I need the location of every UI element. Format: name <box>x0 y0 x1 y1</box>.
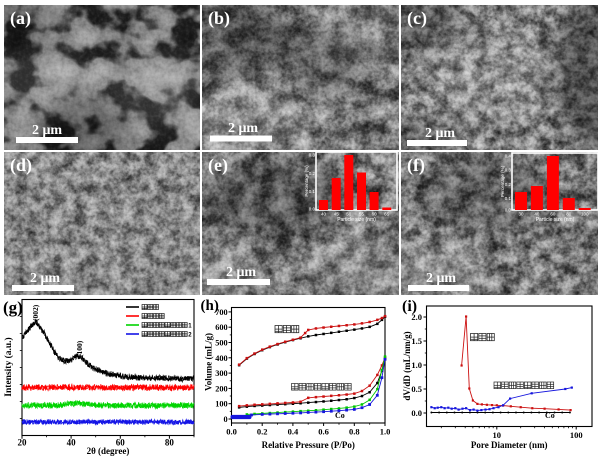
svg-text:100: 100 <box>215 400 227 409</box>
svg-text:40: 40 <box>67 438 77 448</box>
svg-text:0.4: 0.4 <box>505 153 512 158</box>
svg-text:0.3: 0.3 <box>309 152 316 157</box>
svg-text:Percentage (%): Percentage (%) <box>304 165 309 197</box>
svg-text:0.3: 0.3 <box>505 168 512 173</box>
svg-text:0.2: 0.2 <box>505 182 512 187</box>
svg-text:600: 600 <box>215 323 227 332</box>
svg-text:0.8: 0.8 <box>349 427 360 437</box>
svg-text:0.0: 0.0 <box>309 206 316 211</box>
svg-text:0.5: 0.5 <box>411 384 422 394</box>
svg-text:Co: Co <box>335 411 345 420</box>
svg-text:(h): (h) <box>201 298 219 314</box>
svg-text:Particle size (nm): Particle size (nm) <box>337 217 376 223</box>
svg-text:1: 1 <box>188 324 192 330</box>
svg-text:60: 60 <box>550 212 556 217</box>
svg-text:Volume (mL/g): Volume (mL/g) <box>204 333 214 391</box>
svg-text:(g): (g) <box>3 298 23 317</box>
svg-text:100: 100 <box>581 212 589 217</box>
svg-text:(b): (b) <box>208 8 230 29</box>
svg-text:2θ (degree): 2θ (degree) <box>87 446 130 456</box>
svg-text:40: 40 <box>534 212 540 217</box>
svg-text:2 μm: 2 μm <box>425 126 455 141</box>
svg-text:Relative Pressure (P/Po): Relative Pressure (P/Po) <box>262 440 355 450</box>
svg-text:0.2: 0.2 <box>257 427 268 437</box>
svg-text:2: 2 <box>188 333 192 339</box>
svg-text:200: 200 <box>215 384 227 393</box>
svg-text:Percentage (%): Percentage (%) <box>500 165 505 197</box>
svg-text:20: 20 <box>18 438 28 448</box>
svg-text:1.0: 1.0 <box>411 360 422 370</box>
svg-text:(100): (100) <box>75 340 84 357</box>
svg-text:2 μm: 2 μm <box>426 271 456 286</box>
svg-text:2 μm: 2 μm <box>226 265 256 280</box>
svg-text:2 μm: 2 μm <box>228 121 258 136</box>
svg-text:700: 700 <box>215 308 227 317</box>
svg-text:(d): (d) <box>10 155 32 176</box>
svg-text:60: 60 <box>116 438 126 448</box>
svg-text:45: 45 <box>334 212 340 217</box>
svg-text:0.0: 0.0 <box>505 208 512 213</box>
svg-text:dV/dD (mL/nm/g): dV/dD (mL/nm/g) <box>402 331 412 400</box>
svg-text:500: 500 <box>215 339 227 348</box>
svg-text:80: 80 <box>165 438 175 448</box>
svg-text:0.4: 0.4 <box>288 427 299 437</box>
svg-text:50: 50 <box>346 212 352 217</box>
svg-text:100: 100 <box>570 430 583 440</box>
svg-text:1.5: 1.5 <box>411 336 422 346</box>
svg-text:40: 40 <box>321 212 327 217</box>
svg-text:0.1: 0.1 <box>309 189 316 194</box>
svg-text:(002): (002) <box>31 304 40 321</box>
svg-text:0.2: 0.2 <box>309 171 316 176</box>
svg-text:30: 30 <box>518 212 524 217</box>
svg-text:(f): (f) <box>407 155 425 176</box>
svg-text:0.0: 0.0 <box>411 408 422 418</box>
svg-text:Pore Diameter (nm): Pore Diameter (nm) <box>471 440 548 450</box>
svg-text:Particle size (nm): Particle size (nm) <box>536 217 575 223</box>
svg-text:65: 65 <box>384 212 390 217</box>
svg-text:0.0: 0.0 <box>226 427 237 437</box>
svg-text:2 μm: 2 μm <box>32 123 62 138</box>
svg-text:60: 60 <box>372 212 378 217</box>
svg-text:(a): (a) <box>10 8 31 29</box>
svg-text:55: 55 <box>359 212 365 217</box>
svg-text:Co: Co <box>545 411 555 420</box>
svg-text:2.0: 2.0 <box>411 312 422 322</box>
svg-text:1.0: 1.0 <box>380 427 391 437</box>
svg-text:10: 10 <box>493 430 502 440</box>
svg-text:80: 80 <box>566 212 572 217</box>
svg-text:Intensity (a.u.): Intensity (a.u.) <box>3 337 14 396</box>
svg-text:(c): (c) <box>407 8 427 29</box>
svg-text:400: 400 <box>215 354 227 363</box>
svg-text:0.6: 0.6 <box>318 427 329 437</box>
svg-text:(i): (i) <box>402 298 417 315</box>
svg-text:0: 0 <box>224 415 228 424</box>
svg-text:2 μm: 2 μm <box>30 271 60 286</box>
svg-text:0.1: 0.1 <box>505 196 512 201</box>
svg-text:300: 300 <box>215 369 227 378</box>
svg-text:(e): (e) <box>208 155 228 176</box>
